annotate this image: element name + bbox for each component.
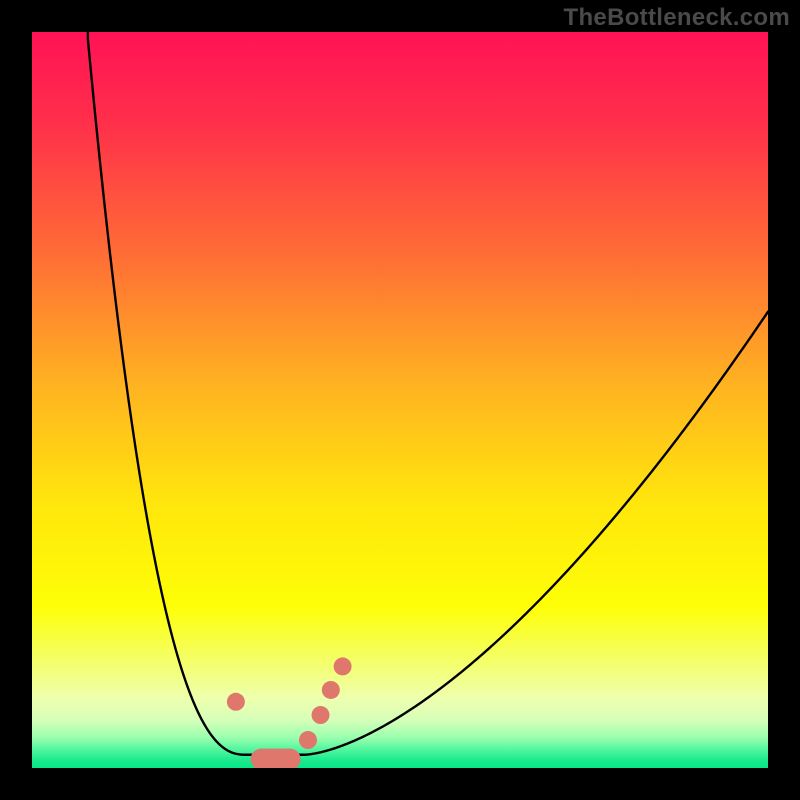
chart-container: TheBottleneck.com [0,0,800,800]
valley-dot [334,657,352,675]
valley-dot [299,731,317,749]
valley-dot [322,681,340,699]
valley-dot [312,706,330,724]
watermark-text: TheBottleneck.com [564,4,790,32]
bottleneck-chart [0,0,800,800]
valley-floor-pill [251,749,301,770]
valley-dot [227,693,245,711]
plot-background [32,32,768,768]
